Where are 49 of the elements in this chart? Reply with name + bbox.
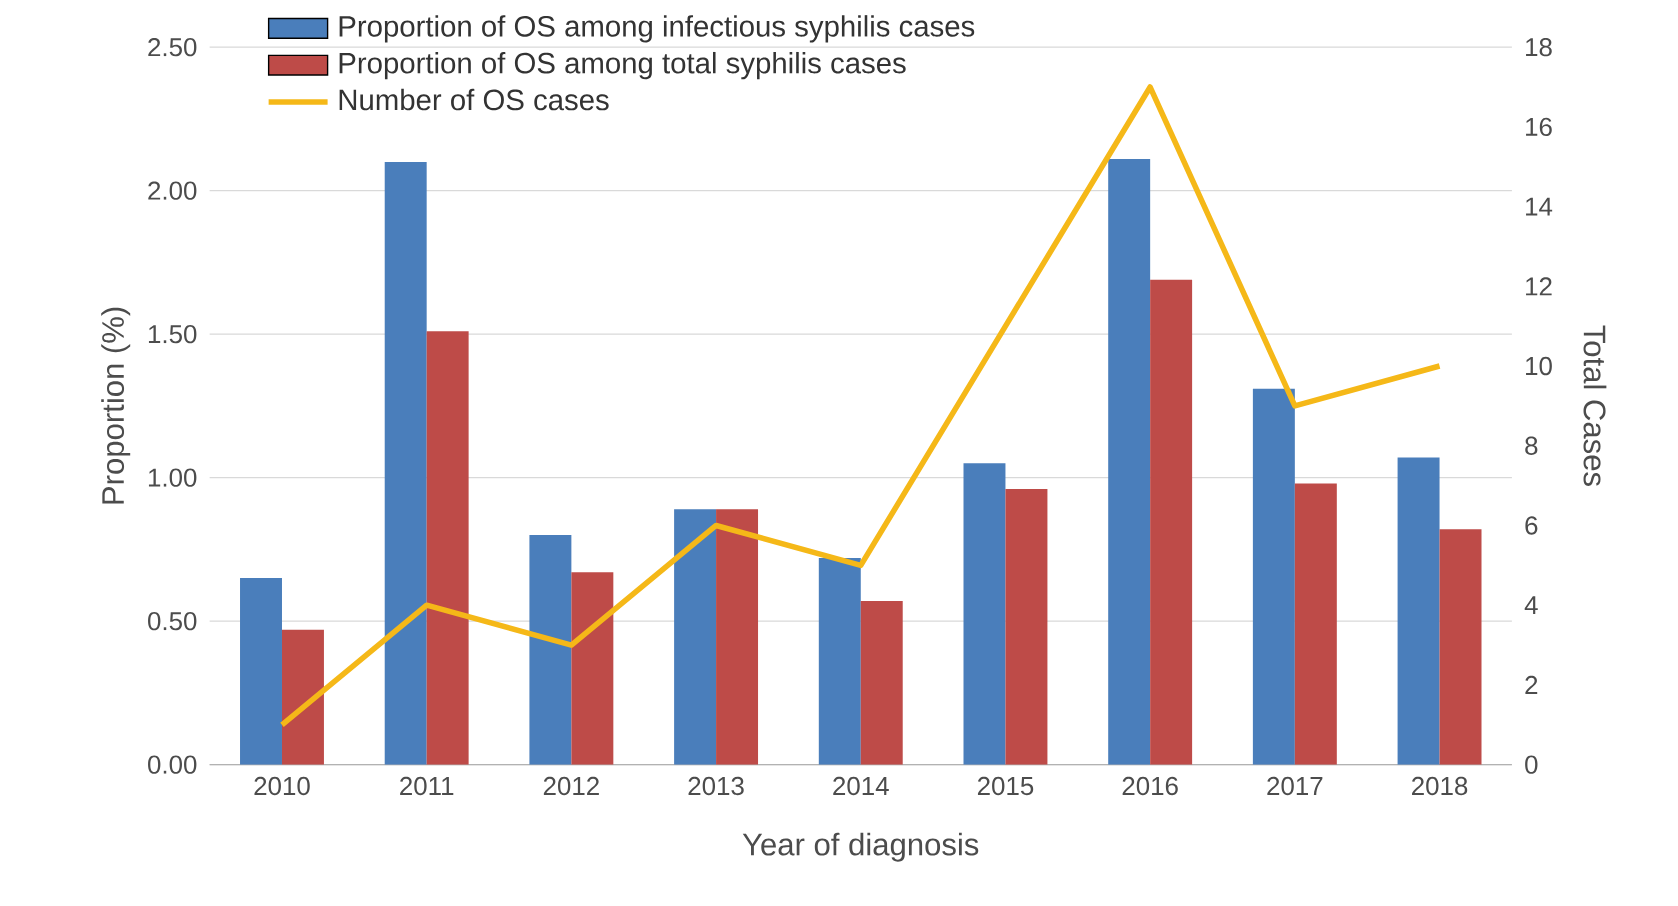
x-tick-label: 2012 (543, 776, 599, 796)
bar (1439, 529, 1482, 765)
bar (716, 509, 759, 765)
y2-tick-label: 12 (1526, 277, 1552, 296)
y-tick-label: 1.00 (148, 468, 197, 487)
bar (1397, 457, 1440, 765)
bar (529, 534, 572, 765)
bar (963, 463, 1006, 765)
x-tick-label: 2016 (1122, 776, 1178, 796)
legend-label: Proportion of OS among infectious syphilis cases (339, 15, 975, 43)
bar (674, 509, 717, 765)
x-tick-label: 2017 (1267, 776, 1323, 796)
y-tick-label: 1.50 (148, 324, 197, 344)
legend-label: Proportion of OS among total syphilis cases (339, 51, 906, 80)
y2-axis-title: Total Cases (1583, 325, 1607, 486)
y-tick-label: 0.50 (148, 611, 197, 631)
bar (1005, 489, 1048, 765)
bar (860, 600, 903, 765)
bar (1252, 388, 1295, 765)
bar (571, 572, 614, 765)
y2-tick-label: 4 (1524, 596, 1538, 615)
y2-tick-label: 2 (1525, 675, 1538, 694)
bar (1294, 483, 1337, 765)
y-axis-title: Proportion (%) (101, 307, 131, 504)
bar (426, 331, 469, 765)
bar (240, 578, 282, 765)
bar (281, 629, 324, 765)
bar (1108, 159, 1151, 765)
bar (384, 161, 427, 765)
y-tick-label: 0.00 (148, 755, 197, 774)
y2-tick-label: 0 (1525, 755, 1538, 774)
y2-tick-label: 14 (1526, 197, 1553, 216)
bar (818, 557, 861, 765)
y2-tick-label: 6 (1525, 516, 1538, 535)
x-tick-label: 2010 (254, 776, 310, 796)
x-tick-label: 2011 (400, 776, 454, 796)
y-tick-label: 2.50 (148, 37, 197, 57)
legend-label: Number of OS cases (339, 88, 609, 111)
y2-tick-label: 8 (1525, 436, 1538, 455)
y2-tick-label: 18 (1526, 37, 1552, 57)
x-tick-label: 2018 (1412, 776, 1468, 796)
x-tick-label: 2014 (833, 776, 889, 796)
x-tick-label: 2013 (688, 776, 744, 796)
x-tick-label: 2015 (977, 776, 1034, 796)
y2-tick-label: 16 (1526, 117, 1552, 136)
y2-tick-label: 10 (1526, 356, 1552, 376)
x-axis-title: Year of diagnosis (742, 832, 979, 862)
bar (1150, 279, 1193, 765)
y-tick-label: 2.00 (148, 181, 197, 200)
